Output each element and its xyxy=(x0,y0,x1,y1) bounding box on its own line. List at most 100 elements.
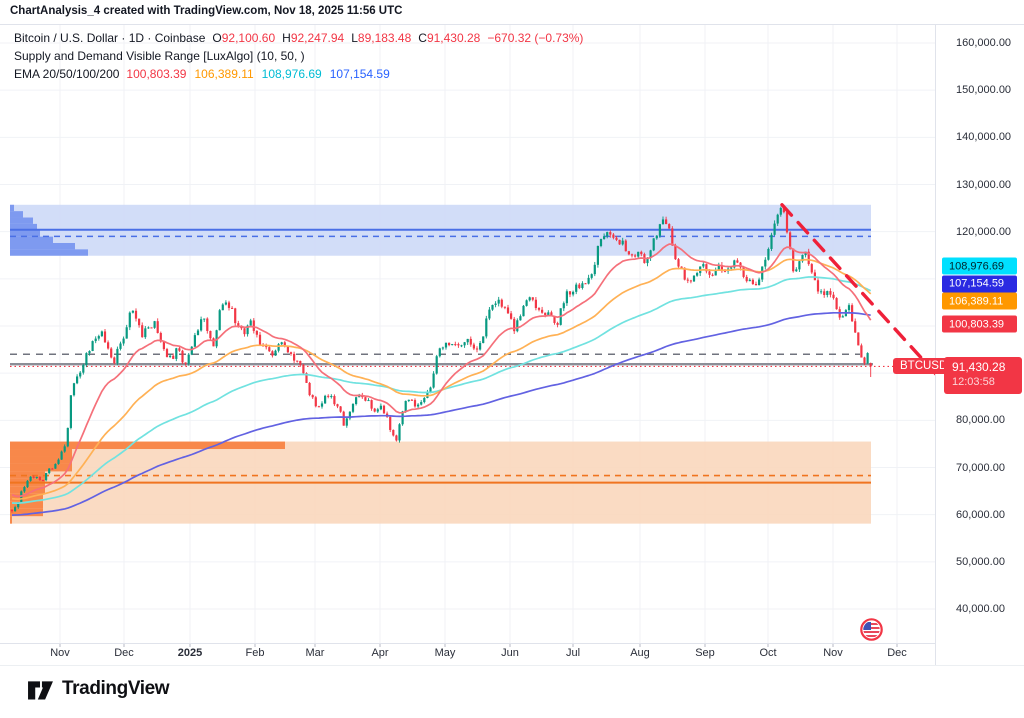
candlestick xyxy=(807,251,810,265)
candlestick xyxy=(17,502,20,508)
candlestick xyxy=(401,411,404,425)
candlestick xyxy=(389,416,392,430)
candlestick xyxy=(116,348,119,364)
tradingview-logo[interactable]: TradingView xyxy=(27,677,170,700)
candlestick xyxy=(494,303,497,305)
candlestick xyxy=(38,476,41,480)
candlestick xyxy=(649,250,652,259)
candlestick xyxy=(320,403,324,407)
last-price-value: 91,430.28 xyxy=(952,360,1006,375)
candlestick xyxy=(758,279,761,286)
candlestick xyxy=(224,302,227,305)
candlestick xyxy=(500,299,503,307)
candlestick xyxy=(308,382,311,396)
gridlines xyxy=(0,25,935,643)
ema-20-value: 100,803.39 xyxy=(126,67,187,81)
candlestick xyxy=(283,342,286,347)
candlestick xyxy=(26,480,29,488)
candlestick xyxy=(733,260,736,268)
candlestick xyxy=(770,234,773,249)
candlestick xyxy=(370,400,373,409)
trendline xyxy=(780,203,935,376)
candlestick xyxy=(665,219,668,225)
demand-zone xyxy=(10,441,871,524)
us-flag-icon[interactable] xyxy=(860,618,883,641)
candlestick xyxy=(640,251,643,255)
attribution-text: ChartAnalysis_4 created with TradingView… xyxy=(10,5,403,17)
candlestick xyxy=(100,331,103,337)
candlestick xyxy=(286,346,289,353)
time-axis-label: Aug xyxy=(630,647,650,659)
candlestick xyxy=(547,312,550,316)
indicator-ema-row[interactable]: EMA 20/50/100/200 100,803.39 106,389.11 10… xyxy=(14,65,583,83)
ohlc-low: L89,183.48 xyxy=(351,31,412,45)
candlestick xyxy=(54,463,57,469)
candlestick xyxy=(835,298,838,310)
candlestick xyxy=(169,355,172,357)
candlestick xyxy=(153,321,156,328)
candlesticks xyxy=(10,204,872,513)
candlestick xyxy=(655,235,658,239)
candlestick xyxy=(426,391,429,398)
candlestick xyxy=(212,338,215,347)
candlestick xyxy=(572,291,575,295)
indicator-supply-demand-row[interactable]: Supply and Demand Visible Range [LuxAlgo… xyxy=(14,47,583,65)
candlestick xyxy=(689,280,692,282)
candlestick xyxy=(268,347,271,352)
candlestick xyxy=(327,395,330,397)
candlestick xyxy=(82,364,85,373)
candlestick xyxy=(10,509,14,512)
candlestick xyxy=(519,316,522,321)
time-axis-border xyxy=(0,643,935,644)
candlestick xyxy=(410,399,413,401)
volume-profile-bar xyxy=(10,449,72,457)
candlestick xyxy=(606,232,609,237)
ema-price-badge: 108,976.69 xyxy=(942,257,1017,275)
bar-countdown: 12:03:58 xyxy=(952,376,995,389)
candlestick xyxy=(795,269,798,272)
price-tick-label: 130,000.00 xyxy=(956,178,1012,191)
price-tick-label: 140,000.00 xyxy=(956,131,1012,144)
ohlc-high: H92,247.94 xyxy=(282,31,345,45)
candlestick xyxy=(773,223,776,235)
candlestick xyxy=(860,345,863,358)
candlestick xyxy=(144,328,147,338)
candlestick xyxy=(265,345,268,348)
candlestick xyxy=(165,349,169,357)
price-axis[interactable]: 160,000.00 150,000.00 140,000.00 130,000.00… xyxy=(936,24,1024,644)
candlestick xyxy=(497,299,500,304)
candlestick xyxy=(652,238,655,251)
candlestick xyxy=(448,342,451,346)
candlestick xyxy=(810,264,813,273)
candlestick xyxy=(420,402,423,405)
candlestick xyxy=(324,395,327,404)
candlestick xyxy=(776,214,779,224)
candlestick xyxy=(249,320,252,326)
candlestick xyxy=(506,307,510,314)
volume-profile-bar xyxy=(10,441,285,450)
candlestick xyxy=(417,404,420,407)
candlestick xyxy=(826,291,829,296)
candlestick xyxy=(720,265,723,272)
ema-price-badge: 100,803.39 xyxy=(942,315,1017,333)
candlestick xyxy=(181,350,184,363)
candlestick xyxy=(801,254,804,262)
candlestick xyxy=(584,283,587,285)
candlestick xyxy=(252,320,255,331)
candlestick xyxy=(277,344,280,351)
candlestick xyxy=(441,347,444,349)
candlestick xyxy=(603,236,606,240)
candlestick xyxy=(565,291,568,304)
symbol-legend-row[interactable]: Bitcoin / U.S. Dollar · 1D · Coinbase O9… xyxy=(14,29,583,47)
candlestick xyxy=(531,297,534,300)
ema-200-line xyxy=(11,311,871,516)
candlestick xyxy=(686,279,689,281)
time-axis-label: Oct xyxy=(759,647,777,659)
candlestick xyxy=(696,273,699,276)
candlestick xyxy=(128,312,131,328)
candlestick xyxy=(255,330,258,335)
time-axis[interactable]: Nov Dec 2025 Feb Mar Apr May Jun Jul Aug Sep Oct Nov… xyxy=(0,644,935,665)
candlestick xyxy=(407,399,410,401)
chart-legend: Bitcoin / U.S. Dollar · 1D · Coinbase O9… xyxy=(14,29,583,83)
